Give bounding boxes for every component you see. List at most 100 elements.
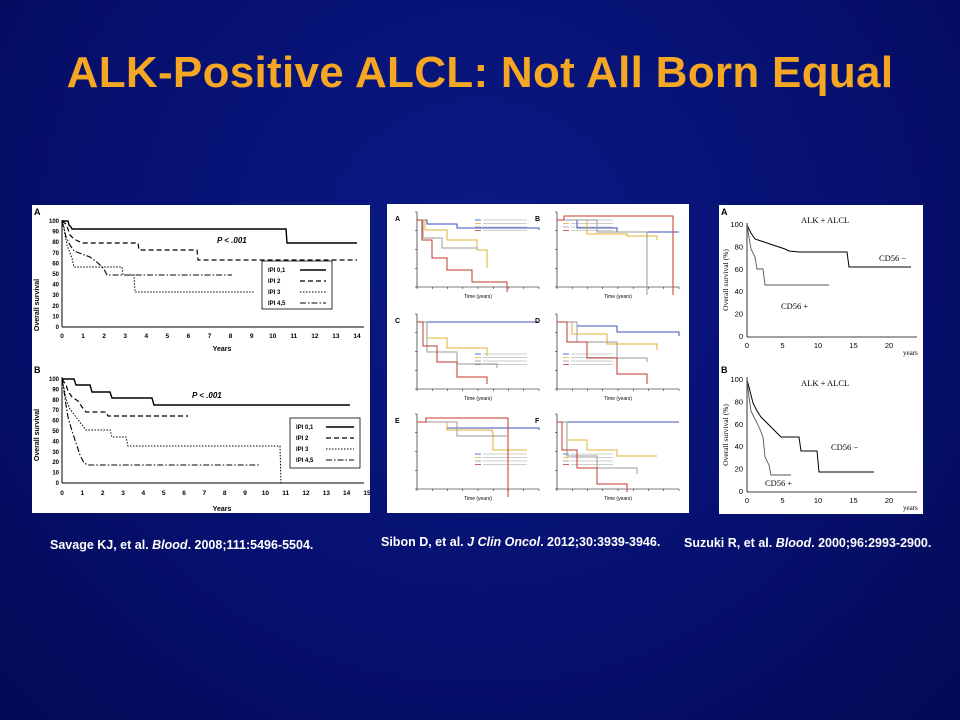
panel-a-legend bbox=[261, 260, 333, 310]
svg-text:IPI 4,5: IPI 4,5 bbox=[268, 301, 286, 307]
panel-a-pvalue: P < .001 bbox=[217, 236, 247, 245]
x-tick-label: 4 bbox=[142, 490, 146, 497]
sibon-panel-e: E Time (years) bbox=[395, 413, 540, 502]
suzuki-b-cd56neg: CD56 − bbox=[831, 442, 858, 452]
savage-km-plots: A Overall survival 100908070605040302010… bbox=[34, 207, 370, 513]
sibon-panel-label: D bbox=[535, 318, 540, 325]
y-tick-label: 100 bbox=[49, 219, 60, 225]
x-tick-label: 15 bbox=[849, 341, 857, 350]
y-tick-label: 10 bbox=[52, 314, 59, 320]
y-tick-label: 100 bbox=[49, 377, 60, 383]
curve-b-ipi45 bbox=[61, 378, 260, 466]
y-tick-label: 80 bbox=[735, 242, 743, 251]
panel-b-label: B bbox=[34, 365, 41, 375]
y-tick-label: 100 bbox=[730, 220, 743, 229]
sibon-xlabel: Time (years) bbox=[604, 496, 632, 502]
slide-title: ALK-Positive ALCL: Not All Born Equal bbox=[66, 48, 894, 97]
x-tick-label: 9 bbox=[243, 490, 247, 497]
x-tick-label: 15 bbox=[363, 490, 370, 497]
sibon-curve bbox=[557, 421, 657, 457]
y-tick-label: 60 bbox=[735, 420, 743, 429]
x-tick-label: 6 bbox=[182, 490, 186, 497]
sibon-curve bbox=[417, 219, 540, 230]
sibon-curve bbox=[557, 219, 679, 233]
sibon-figure: A Time (years) B Time (years) C Time (years) D… bbox=[387, 204, 689, 513]
y-tick-label: 20 bbox=[735, 465, 743, 474]
y-tick-label: 30 bbox=[52, 293, 59, 299]
sibon-xlabel: Time (years) bbox=[464, 396, 492, 402]
y-tick-label: 50 bbox=[52, 272, 59, 278]
sibon-panel-label: A bbox=[395, 216, 400, 223]
sibon-curve bbox=[557, 321, 648, 362]
suzuki-figure: A Overall survival (%) ALK + ALCL 100 80 6… bbox=[719, 205, 923, 514]
x-tick-label: 6 bbox=[187, 333, 191, 340]
x-tick-label: 5 bbox=[162, 490, 166, 497]
x-tick-label: 10 bbox=[262, 490, 270, 497]
curve-b-ipi3 bbox=[61, 378, 282, 484]
sibon-curve bbox=[417, 417, 509, 497]
y-tick-label: 40 bbox=[52, 283, 59, 289]
x-tick-label: 7 bbox=[203, 490, 207, 497]
x-tick-label: 15 bbox=[849, 496, 857, 505]
y-tick-label: 0 bbox=[739, 332, 743, 341]
sibon-curve bbox=[417, 219, 488, 268]
x-tick-label: 20 bbox=[885, 341, 893, 350]
x-tick-label: 13 bbox=[323, 490, 331, 497]
sibon-panel-b: B Time (years) bbox=[535, 211, 680, 300]
x-tick-label: 0 bbox=[60, 333, 64, 340]
panel-a-xlabel: Years bbox=[213, 346, 232, 353]
panel-a-label: A bbox=[34, 207, 41, 217]
sibon-curve bbox=[557, 219, 658, 240]
curve-a-ipi45 bbox=[61, 220, 232, 276]
y-tick-label: 80 bbox=[52, 398, 59, 404]
curve-b-ipi01 bbox=[62, 378, 350, 406]
svg-text:years: years bbox=[903, 349, 918, 357]
y-tick-label: 70 bbox=[52, 408, 59, 414]
sibon-xlabel: Time (years) bbox=[604, 396, 632, 402]
x-tick-label: 3 bbox=[121, 490, 125, 497]
suzuki-b-curve-neg bbox=[746, 379, 791, 476]
x-tick-label: 20 bbox=[885, 496, 893, 505]
sibon-curve bbox=[417, 321, 498, 368]
sibon-curve bbox=[557, 219, 648, 295]
suzuki-a-curve-neg bbox=[746, 224, 911, 268]
y-tick-label: 80 bbox=[735, 397, 743, 406]
suzuki-a-cd56pos: CD56 + bbox=[781, 301, 808, 311]
sibon-curve bbox=[417, 421, 507, 437]
x-tick-label: 11 bbox=[290, 333, 297, 340]
sibon-curve bbox=[557, 421, 628, 492]
x-tick-label: 4 bbox=[144, 333, 148, 340]
suzuki-b-label: B bbox=[721, 365, 728, 375]
x-tick-label: 3 bbox=[123, 333, 127, 340]
savage-figure: A Overall survival 100 90 80 70 60 50 40 30 20 10… bbox=[32, 205, 370, 513]
y-tick-label: 20 bbox=[52, 304, 59, 310]
reference-suzuki: Suzuki R, et al. Blood. 2000;96:2993-290… bbox=[684, 536, 932, 550]
x-tick-label: 14 bbox=[343, 490, 351, 497]
svg-text:IPI 4,5: IPI 4,5 bbox=[296, 458, 314, 464]
sibon-curve bbox=[417, 321, 488, 384]
sibon-curve bbox=[417, 421, 540, 430]
sibon-curve bbox=[557, 421, 638, 474]
suzuki-a-label: A bbox=[721, 207, 728, 217]
y-tick-label: 0 bbox=[56, 325, 60, 331]
suzuki-km-plots: A Overall survival (%) ALK + ALCL 100806… bbox=[721, 207, 918, 512]
y-tick-label: 60 bbox=[735, 265, 743, 274]
y-tick-label: 30 bbox=[52, 450, 59, 456]
x-tick-label: 1 bbox=[81, 333, 85, 340]
sibon-xlabel: Time (years) bbox=[604, 294, 632, 300]
sibon-panel-f: F Time (years) bbox=[535, 413, 680, 502]
sibon-curve bbox=[417, 421, 527, 451]
x-tick-label: 10 bbox=[814, 341, 822, 350]
y-tick-label: 70 bbox=[52, 251, 59, 257]
svg-text:IPI 0,1: IPI 0,1 bbox=[296, 425, 314, 431]
x-tick-label: 2 bbox=[101, 490, 105, 497]
y-tick-label: 40 bbox=[735, 287, 743, 296]
sibon-panel-label: E bbox=[395, 418, 400, 425]
x-tick-label: 5 bbox=[166, 333, 170, 340]
suzuki-b-ylabel: Overall survival (%) bbox=[721, 404, 730, 466]
sibon-panel-d: D Time (years) bbox=[535, 313, 680, 402]
panel-b-xlabel: Years bbox=[213, 506, 232, 513]
suzuki-a-cd56neg: CD56 − bbox=[879, 253, 906, 263]
panel-b-pvalue: P < .001 bbox=[192, 391, 222, 400]
